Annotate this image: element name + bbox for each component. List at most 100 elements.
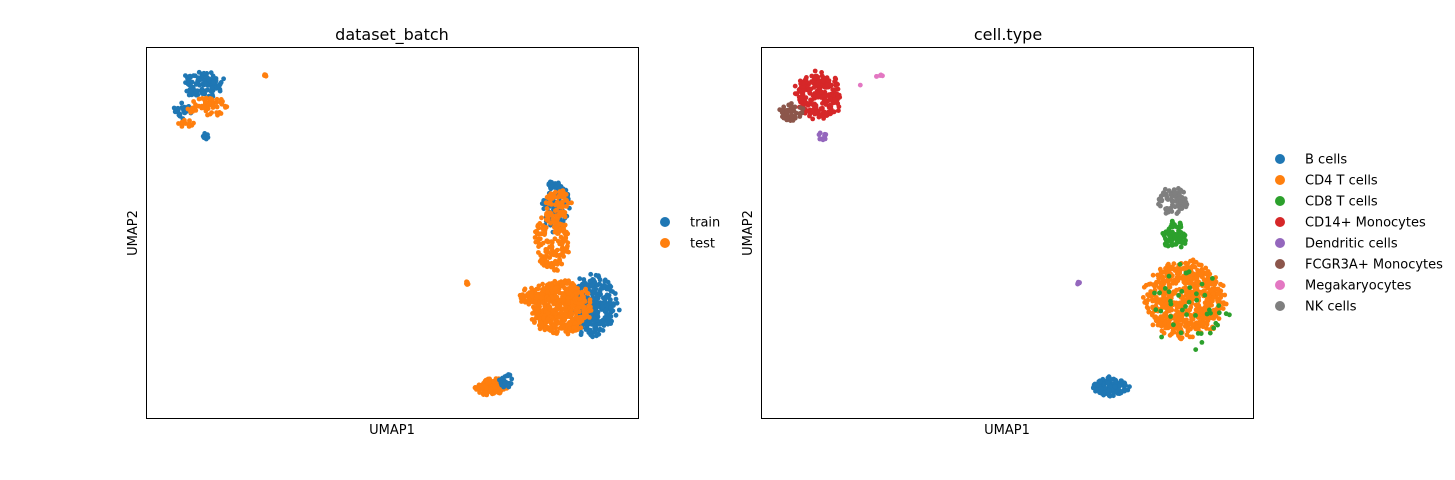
- data-point: [214, 96, 220, 102]
- data-point: [555, 304, 561, 309]
- data-point: [565, 298, 571, 304]
- panel-dataset-batch: dataset_batch UMAP1 UMAP2 train test: [126, 25, 720, 438]
- data-point: [552, 300, 557, 306]
- data-point: [193, 88, 199, 94]
- data-point: [1208, 315, 1214, 321]
- data-point: [1193, 313, 1198, 318]
- data-point: [545, 316, 551, 322]
- data-point: [535, 310, 541, 316]
- data-point: [555, 199, 560, 205]
- data-point: [1105, 380, 1111, 386]
- data-point: [1117, 383, 1123, 388]
- data-point: [1144, 300, 1149, 306]
- data-point: [561, 193, 567, 199]
- data-point: [1153, 307, 1159, 313]
- data-point: [557, 320, 563, 326]
- data-point: [800, 84, 806, 90]
- data-point: [608, 305, 613, 311]
- data-point: [546, 218, 551, 224]
- data-point: [833, 82, 839, 88]
- data-point: [543, 247, 549, 252]
- data-point: [586, 303, 591, 309]
- legend-label: FCGR3A+ Monocytes: [1305, 258, 1443, 273]
- data-point: [1218, 282, 1224, 287]
- data-point: [1166, 261, 1171, 267]
- data-point: [1211, 307, 1217, 313]
- data-point: [540, 223, 546, 229]
- data-point: [560, 239, 566, 245]
- data-point: [1168, 301, 1174, 307]
- data-point: [539, 215, 544, 221]
- data-point: [807, 113, 812, 119]
- data-point: [556, 314, 562, 320]
- data-point: [1178, 330, 1184, 336]
- data-point: [547, 255, 553, 260]
- data-point: [807, 90, 813, 96]
- data-point: [1106, 393, 1112, 398]
- data-point: [563, 288, 569, 293]
- data-point: [535, 223, 541, 229]
- data-point: [179, 100, 185, 106]
- data-point: [187, 118, 192, 123]
- data-point: [1193, 259, 1199, 265]
- data-point: [1161, 269, 1166, 275]
- legend: B cells CD4 T cells CD8 T cells CD14+ Monoc…: [1275, 153, 1443, 315]
- data-point: [534, 294, 540, 299]
- data-point: [570, 293, 575, 298]
- data-point: [550, 308, 556, 314]
- data-point: [218, 111, 224, 116]
- data-point: [1159, 286, 1164, 291]
- data-point: [1215, 291, 1221, 297]
- legend-marker: [1275, 217, 1285, 227]
- data-point: [610, 289, 615, 294]
- data-point: [1171, 322, 1176, 328]
- data-point: [1179, 206, 1185, 212]
- legend-label: Dendritic cells: [1305, 237, 1398, 252]
- data-point: [567, 285, 573, 290]
- data-point: [560, 199, 565, 205]
- data-point: [1198, 289, 1204, 295]
- data-point: [1184, 312, 1189, 317]
- data-point: [204, 74, 210, 80]
- data-point: [1170, 328, 1176, 334]
- data-point: [193, 81, 199, 87]
- data-point: [1119, 389, 1125, 395]
- data-point: [595, 309, 601, 315]
- data-point: [813, 104, 819, 110]
- data-point: [578, 325, 584, 331]
- data-point: [502, 374, 508, 379]
- data-point: [1189, 317, 1194, 322]
- data-point: [590, 289, 596, 294]
- data-point: [557, 325, 563, 331]
- data-point: [1202, 306, 1208, 312]
- data-point: [544, 259, 550, 264]
- data-point: [1187, 274, 1193, 280]
- data-point: [201, 134, 207, 140]
- data-point: [182, 110, 188, 116]
- data-point: [187, 73, 193, 79]
- data-point: [207, 96, 213, 101]
- data-point: [826, 78, 832, 83]
- data-point: [172, 109, 178, 115]
- data-point: [1145, 292, 1150, 297]
- data-point: [541, 315, 546, 321]
- data-point: [1194, 276, 1200, 282]
- data-point: [575, 316, 581, 322]
- data-point: [188, 83, 194, 89]
- data-point: [542, 254, 548, 260]
- data-point: [533, 229, 538, 235]
- data-point: [797, 88, 803, 94]
- data-point: [1107, 375, 1112, 381]
- data-point: [608, 321, 614, 326]
- data-point: [614, 300, 620, 306]
- data-point: [559, 247, 564, 252]
- data-point: [792, 114, 798, 119]
- data-point: [542, 327, 548, 333]
- data-point: [579, 318, 585, 324]
- data-point: [587, 315, 592, 320]
- data-point: [539, 201, 545, 207]
- data-point: [1205, 301, 1210, 307]
- data-point: [587, 300, 593, 305]
- data-point: [1167, 234, 1173, 240]
